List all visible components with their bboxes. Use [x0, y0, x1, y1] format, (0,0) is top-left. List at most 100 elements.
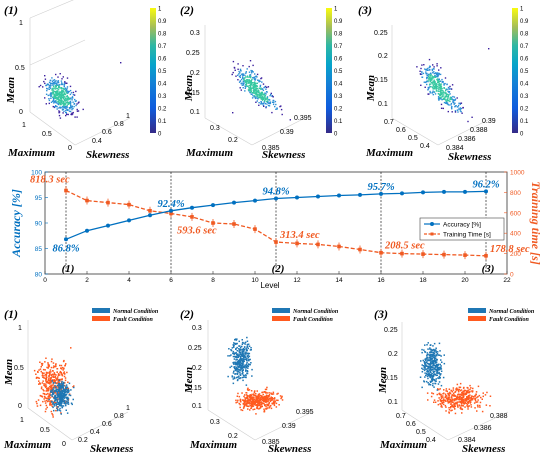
scatter-point	[54, 96, 56, 98]
normal-point	[240, 368, 242, 370]
fault-point	[478, 394, 481, 397]
scatter-point	[254, 87, 256, 89]
fault-point	[257, 402, 259, 404]
normal-point	[238, 354, 240, 357]
colorbar-tick: 0.7	[334, 44, 343, 50]
scatter-point	[252, 82, 254, 84]
scatter-point	[440, 93, 442, 96]
skewness-tick: 0.2	[78, 437, 88, 444]
fault-point	[453, 406, 455, 408]
fault-point	[447, 401, 450, 403]
scatter-point	[445, 93, 448, 96]
fault-point	[50, 410, 53, 413]
fault-point	[444, 399, 446, 401]
normal-point	[59, 407, 61, 410]
fault-point	[243, 406, 245, 408]
scatter-point	[252, 91, 255, 93]
scatter-point	[71, 99, 73, 101]
scatter-point	[258, 102, 260, 104]
normal-point	[51, 380, 53, 382]
fault-point	[60, 368, 63, 370]
scatter-point	[50, 85, 52, 87]
normal-point	[246, 360, 248, 362]
scatter-point	[59, 101, 61, 103]
mean-tick: 0.5	[15, 65, 25, 72]
normal-point	[240, 365, 242, 367]
scatter-point	[58, 110, 60, 112]
scatter-point	[240, 82, 242, 85]
scatter-point	[58, 112, 60, 114]
fault-point	[448, 407, 450, 409]
scatter-point	[434, 86, 436, 88]
normal-point	[237, 359, 240, 362]
normal-point	[61, 404, 63, 407]
fault-point	[251, 403, 254, 405]
fault-point	[471, 395, 473, 397]
normal-point	[67, 391, 70, 393]
scatter-point	[433, 68, 435, 70]
scatter-point	[279, 105, 281, 108]
normal-point	[436, 371, 438, 374]
fault-point	[47, 387, 49, 389]
fault-point	[250, 403, 252, 406]
normal-point	[56, 401, 58, 403]
scatter-point	[440, 86, 442, 88]
scatter-point	[246, 82, 248, 85]
fault-point	[273, 403, 275, 405]
scatter-point	[426, 69, 428, 71]
skewness-axis-label: Skewness	[90, 443, 133, 455]
scatter-point	[450, 88, 453, 90]
fault-point	[437, 400, 439, 402]
scatter-point	[261, 99, 264, 101]
fault-point	[59, 364, 61, 367]
scatter-point	[428, 74, 431, 76]
scatter-point	[260, 91, 262, 94]
fault-point	[51, 388, 54, 390]
fault-point	[44, 393, 46, 396]
normal-point	[430, 361, 432, 364]
colorbar-tick: 0.9	[334, 19, 343, 25]
normal-point	[249, 358, 251, 361]
scatter-point	[437, 84, 439, 86]
scatter-point	[445, 102, 447, 104]
normal-point	[437, 368, 440, 370]
skewness-tick: 0.395	[294, 115, 312, 122]
scatter-point	[263, 105, 265, 107]
fault-point	[45, 385, 48, 387]
fault-point	[58, 392, 60, 394]
normal-point	[429, 376, 432, 379]
scatter-point	[451, 111, 453, 113]
scatter-point	[422, 72, 425, 75]
fault-point	[443, 392, 445, 394]
normal-point	[54, 399, 57, 401]
fault-point	[451, 401, 453, 403]
scatter-point	[69, 85, 72, 88]
normal-point	[243, 356, 245, 359]
fault-point	[459, 382, 462, 385]
normal-point	[242, 379, 244, 382]
scatter-point	[52, 96, 54, 98]
colorbar-tick: 0.5	[520, 69, 529, 75]
scatter-point	[258, 94, 260, 97]
scatter-point	[420, 67, 422, 70]
scatter-point	[443, 84, 445, 86]
normal-point	[57, 403, 59, 405]
normal-point	[234, 355, 236, 358]
normal-point	[238, 369, 240, 371]
scatter-point	[62, 94, 64, 96]
scatter-point	[456, 97, 458, 99]
normal-point	[240, 361, 242, 364]
scatter-point	[237, 74, 239, 76]
fault-point	[46, 366, 48, 369]
fault-point	[259, 397, 261, 399]
normal-point	[53, 393, 55, 395]
fault-point	[469, 390, 471, 393]
normal-point	[65, 393, 67, 396]
fault-point	[252, 399, 255, 401]
fault-point	[261, 405, 263, 408]
panel-label: (1)	[4, 3, 18, 17]
normal-point	[57, 406, 59, 408]
scatter-point	[54, 88, 56, 90]
fault-point	[60, 373, 63, 375]
scatter-point	[50, 95, 52, 97]
